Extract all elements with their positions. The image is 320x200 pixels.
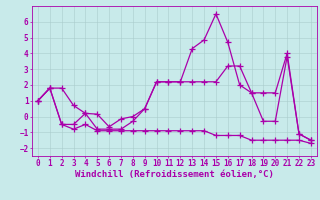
X-axis label: Windchill (Refroidissement éolien,°C): Windchill (Refroidissement éolien,°C) <box>75 170 274 179</box>
